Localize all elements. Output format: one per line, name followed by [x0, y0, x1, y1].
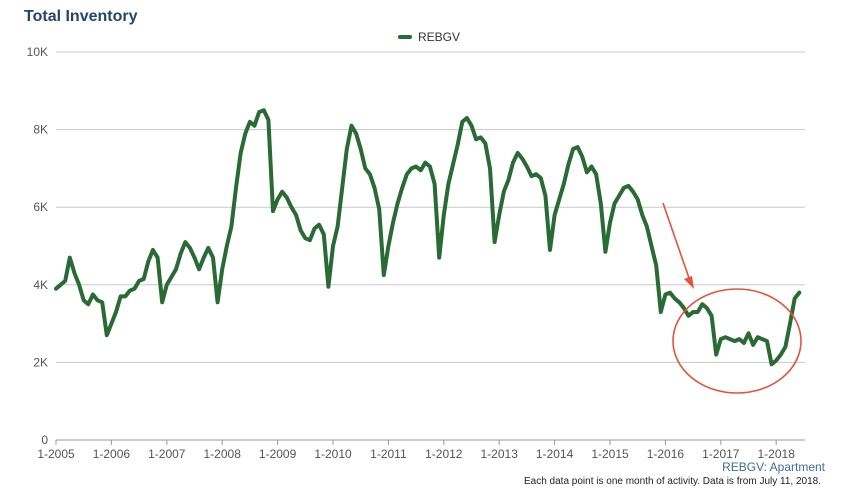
- series-layer: [54, 108, 802, 367]
- x-tick-label-4: 1-2009: [259, 447, 297, 461]
- annotation-circle: [672, 288, 802, 394]
- x-tick-label-6: 1-2011: [370, 447, 407, 461]
- grid-lines: [56, 51, 805, 363]
- y-tick-label-2: 4K: [33, 278, 48, 292]
- legend-label-rebgv: REBGV: [418, 30, 461, 44]
- x-tick-label-0: 1-2005: [37, 447, 75, 461]
- chart-title: Total Inventory: [24, 8, 138, 25]
- y-tick-label-1: 2K: [33, 355, 48, 369]
- axes: 0 2K 4K 6K 8K 10K 1-2005 1-2006 1-2007 1-2008 1-20…: [27, 45, 805, 461]
- x-tick-label-5: 1-2010: [314, 447, 352, 461]
- y-tick-label-0: 0: [41, 433, 48, 447]
- annotation-arrow-head: [684, 276, 694, 289]
- x-tick-label-3: 1-2008: [204, 447, 242, 461]
- source-label: REBGV: Apartment: [722, 460, 825, 474]
- y-tick-label-4: 8K: [33, 123, 48, 137]
- x-tick-label-9: 1-2014: [536, 447, 574, 461]
- y-tick-label-5: 10K: [27, 45, 48, 59]
- legend-swatch-rebgv: [398, 35, 412, 39]
- x-tick-label-2: 1-2007: [148, 447, 186, 461]
- x-tick-label-13: 1-2018: [758, 447, 796, 461]
- x-tick-label-7: 1-2012: [425, 447, 463, 461]
- x-tick-label-11: 1-2016: [647, 447, 685, 461]
- annotation-arrow-shaft: [662, 202, 690, 279]
- x-tick-label-10: 1-2015: [591, 447, 629, 461]
- annotations: [662, 202, 802, 394]
- series-line-0: [54, 108, 802, 367]
- y-tick-label-3: 6K: [33, 200, 48, 214]
- chart-legend[interactable]: REBGV: [398, 30, 460, 44]
- footnote: Each data point is one month of activity…: [523, 476, 821, 487]
- x-tick-label-1: 1-2006: [93, 447, 131, 461]
- x-tick-label-12: 1-2017: [702, 447, 740, 461]
- x-tick-label-8: 1-2013: [481, 447, 519, 461]
